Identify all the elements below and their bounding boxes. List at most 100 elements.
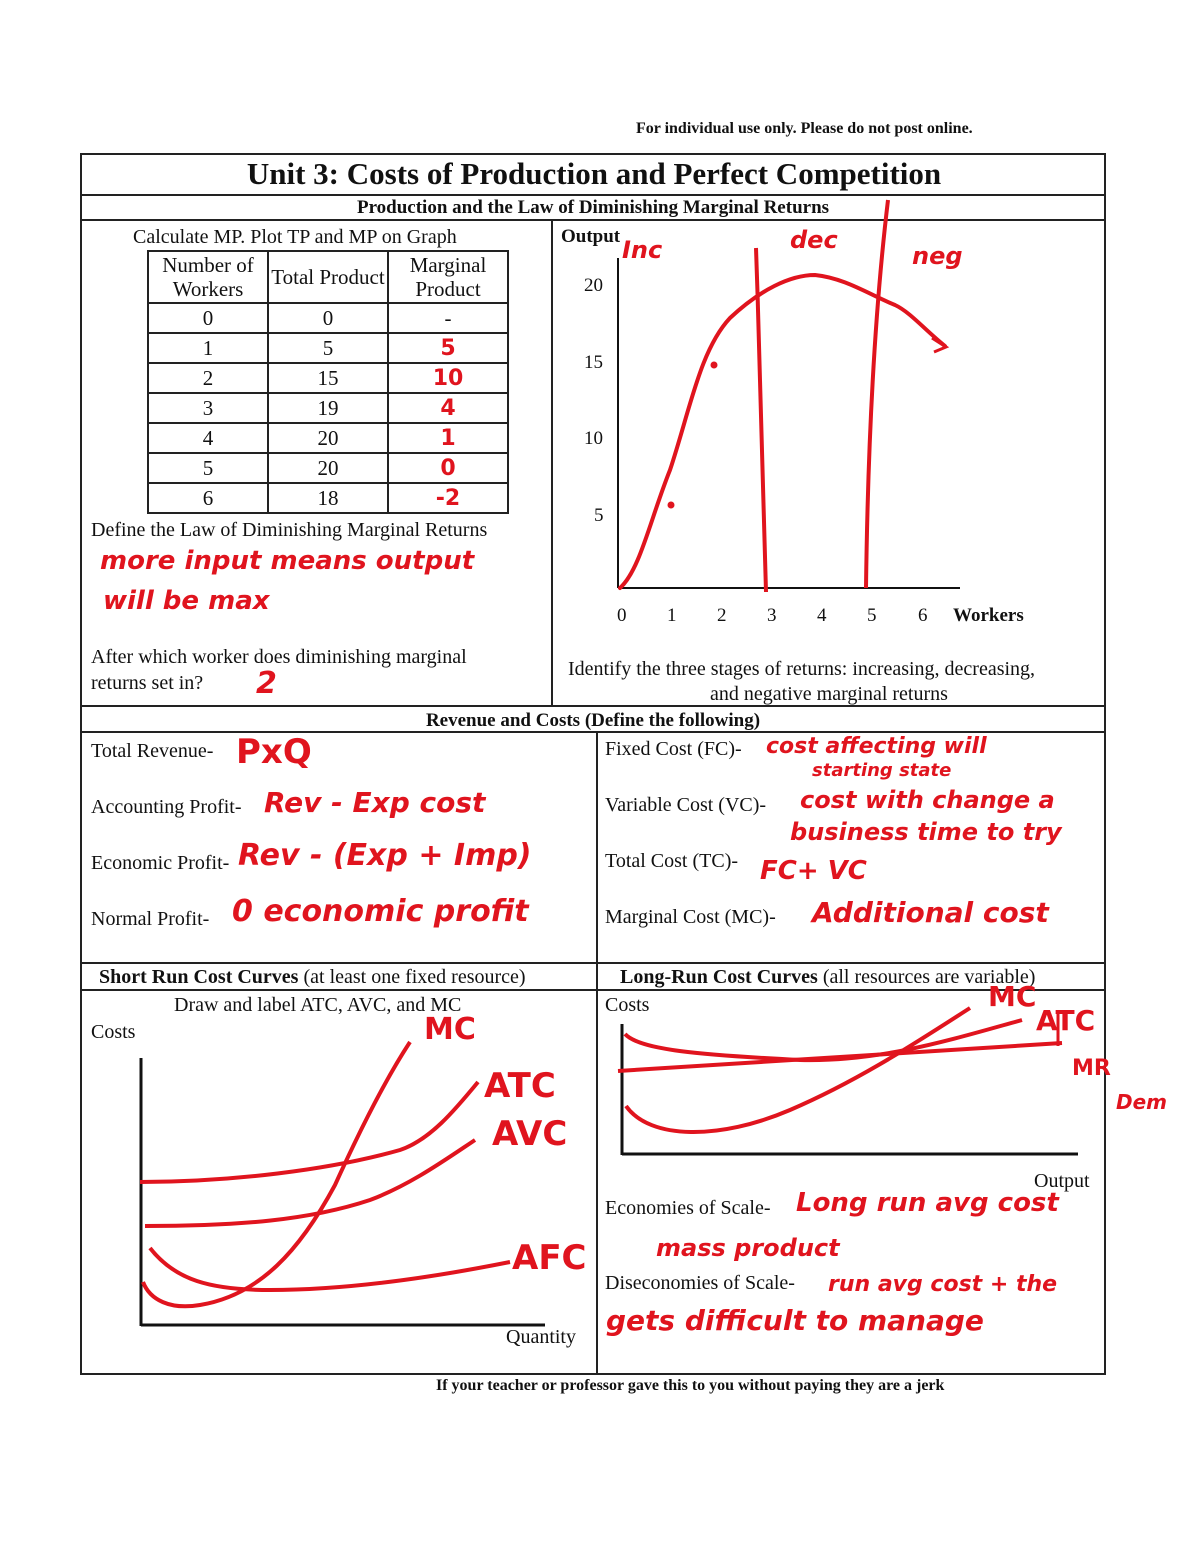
header-note: For individual use only. Please do not p… [636, 120, 973, 137]
production-table: Number of Workers Total Product Marginal… [147, 250, 509, 514]
fixed-cost-answer: cost affecting will [766, 734, 987, 759]
cell-mp: - [387, 302, 509, 334]
cell-workers: 3 [147, 392, 269, 424]
total-cost-answer: FC+ VC [760, 856, 867, 886]
short-run-avc-label: AVC [492, 1114, 568, 1154]
tp-point-2 [710, 361, 718, 369]
short-run-x-label: Quantity [506, 1326, 576, 1348]
divider-sec1-vertical [551, 219, 553, 705]
table-row: 6 18 -2 [147, 482, 509, 514]
long-run-y-label: Costs [605, 994, 650, 1016]
long-run-heading-rest: (all resources are variable) [817, 966, 1036, 988]
long-run-atc-label: ATC [1036, 1004, 1096, 1037]
cell-mp: -2 [387, 482, 509, 514]
divider-sec2-heading [80, 731, 1106, 733]
fixed-cost-answer-line2: starting state [812, 760, 952, 781]
cell-workers: 2 [147, 362, 269, 394]
fixed-cost-label: Fixed Cost (FC)- [605, 738, 742, 760]
divider-sec3-heading [80, 989, 1106, 991]
long-run-heading-bold: Long-Run Cost Curves [620, 966, 818, 988]
stage-divider-2 [864, 199, 890, 589]
stage-label-negative: neg [912, 242, 963, 270]
short-run-heading: Short Run Cost Curves (at least one fixe… [99, 966, 526, 989]
cell-workers: 6 [147, 482, 269, 514]
cell-workers: 5 [147, 452, 269, 484]
short-run-atc-curve [139, 1080, 480, 1184]
short-run-afc-label: AFC [512, 1238, 587, 1278]
economic-profit-label: Economic Profit- [91, 852, 230, 874]
define-law-prompt: Define the Law of Diminishing Marginal R… [91, 519, 488, 541]
short-run-heading-bold: Short Run Cost Curves [99, 966, 299, 988]
short-run-instruction: Draw and label ATC, AVC, and MC [174, 994, 462, 1016]
header-total-product: Total Product [267, 250, 389, 304]
x-tick-6: 6 [918, 605, 928, 626]
marginal-cost-answer: Additional cost [812, 896, 1049, 929]
cell-mp: 5 [387, 332, 509, 364]
variable-cost-answer-line2: business time to try [790, 818, 1062, 846]
tp-curve-arrowhead [931, 336, 950, 354]
divider-title [80, 194, 1106, 196]
long-run-mc-curve [624, 1006, 972, 1134]
cell-tp: 20 [267, 422, 389, 454]
divider-sec2-top [80, 705, 1106, 707]
table-row: 4 20 1 [147, 422, 509, 454]
long-run-mc-label: MC [988, 980, 1037, 1013]
page-title: Unit 3: Costs of Production and Perfect … [246, 156, 942, 191]
cell-workers: 1 [147, 332, 269, 364]
x-tick-1: 1 [667, 605, 677, 626]
cell-mp: 1 [387, 422, 509, 454]
cell-workers: 4 [147, 422, 269, 454]
section1-heading: Production and the Law of Diminishing Ma… [356, 197, 830, 218]
y-tick-20: 20 [584, 275, 603, 296]
divider-sec3-top [80, 962, 1106, 964]
x-tick-0: 0 [617, 605, 627, 626]
graph-y-label: Output [561, 226, 621, 247]
variable-cost-label: Variable Cost (VC)- [605, 794, 767, 816]
stages-prompt-line1: Identify the three stages of returns: in… [568, 658, 1036, 680]
long-run-atc-curve [623, 1018, 1023, 1063]
long-run-mr-demand-line [617, 1041, 1063, 1073]
define-law-answer-line1: more input means output [100, 546, 475, 576]
long-run-x-label: Output [1034, 1170, 1090, 1192]
cell-mp: 0 [387, 452, 509, 484]
marginal-cost-label: Marginal Cost (MC)- [605, 906, 776, 928]
divider-sec3-vertical [596, 962, 598, 1374]
divider-sec1-heading [80, 219, 1106, 221]
divider-sec2-vertical [596, 731, 598, 964]
header-workers: Number of Workers [147, 250, 269, 304]
short-run-mc-label: MC [424, 1012, 476, 1047]
economies-of-scale-label: Economies of Scale- [605, 1197, 771, 1219]
diseconomies-of-scale-answer-line2: gets difficult to manage [606, 1304, 984, 1337]
stages-prompt-line2: and negative marginal returns [710, 683, 948, 705]
header-marginal-product: Marginal Product [387, 250, 509, 304]
total-revenue-answer: PxQ [236, 732, 312, 772]
define-law-answer-line2: will be max [103, 586, 270, 616]
short-run-avc-curve [144, 1138, 477, 1228]
frame-top [80, 153, 1106, 155]
x-tick-5: 5 [867, 605, 877, 626]
accounting-profit-label: Accounting Profit- [91, 796, 242, 818]
graph-x-label: Workers [953, 605, 1024, 626]
accounting-profit-answer: Rev - Exp cost [264, 786, 486, 819]
frame-bottom [80, 1373, 1106, 1375]
cell-tp: 19 [267, 392, 389, 424]
cell-workers: 0 [147, 302, 269, 334]
short-run-heading-rest: (at least one fixed resource) [298, 966, 526, 988]
total-product-curve [618, 272, 947, 590]
x-tick-3: 3 [767, 605, 777, 626]
x-tick-4: 4 [817, 605, 827, 626]
cell-mp: 10 [387, 362, 509, 394]
footer-note: If your teacher or professor gave this t… [436, 1377, 945, 1394]
y-tick-15: 15 [584, 352, 603, 373]
tp-point-1 [667, 501, 675, 509]
short-run-afc-curve [148, 1246, 511, 1293]
cell-tp: 20 [267, 452, 389, 484]
stage-divider-1 [754, 247, 768, 593]
long-run-dem-label: Dem [1116, 1090, 1168, 1114]
table-row: 3 19 4 [147, 392, 509, 424]
y-tick-5: 5 [594, 505, 604, 526]
variable-cost-answer: cost with change a [800, 786, 1055, 814]
long-run-mr-label: MR [1072, 1056, 1111, 1081]
frame-left [80, 153, 82, 1375]
